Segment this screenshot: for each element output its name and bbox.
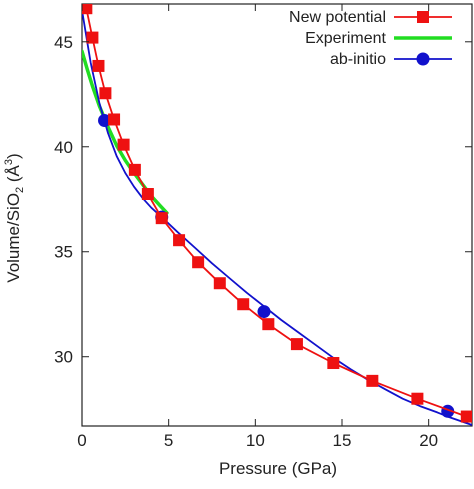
y-axis-label-mid: (Å bbox=[4, 164, 23, 186]
new-potential-point bbox=[128, 163, 141, 176]
y-axis-label-sub: 2 bbox=[14, 187, 26, 193]
x-tick-label: 0 bbox=[77, 431, 86, 450]
x-axis-label: Pressure (GPa) bbox=[219, 459, 337, 478]
new-potential-point bbox=[290, 338, 303, 351]
new-potential-point bbox=[82, 4, 93, 15]
legend-label: New potential bbox=[289, 9, 386, 26]
x-tick-label: 5 bbox=[164, 431, 173, 450]
y-tick-label: 35 bbox=[54, 243, 73, 262]
legend-marker bbox=[417, 11, 429, 23]
new-potential-point bbox=[411, 392, 424, 405]
series-layer bbox=[82, 4, 472, 426]
new-potential-point bbox=[155, 212, 168, 225]
series-ab-initio bbox=[82, 10, 472, 426]
ticks: 0 5 10 15 20 30 35 40 45 bbox=[54, 4, 472, 450]
legend-item-new-potential: New potential bbox=[289, 9, 452, 26]
y-axis-label-suffix: ) bbox=[4, 153, 23, 159]
y-tick-label: 40 bbox=[54, 138, 73, 157]
new-potential-point bbox=[108, 113, 121, 126]
ab-initio-point bbox=[98, 114, 112, 128]
x-tick-label: 15 bbox=[333, 431, 352, 450]
new-potential-point bbox=[192, 256, 205, 269]
new-potential-point bbox=[237, 298, 250, 311]
legend-label: ab-initio bbox=[330, 51, 386, 68]
new-potential-point bbox=[86, 31, 99, 44]
new-potential-line bbox=[85, 8, 468, 418]
legend-marker bbox=[416, 52, 430, 66]
new-potential-point bbox=[460, 410, 472, 423]
y-axis-label: Volume/SiO2 (Å3) bbox=[3, 153, 26, 282]
series-new-potential bbox=[82, 4, 472, 423]
y-tick-label: 45 bbox=[54, 33, 73, 52]
ab-initio-point bbox=[257, 305, 271, 319]
x-tick-label: 20 bbox=[419, 431, 438, 450]
legend-label: Experiment bbox=[305, 30, 386, 47]
new-potential-point bbox=[117, 138, 130, 151]
ab-initio-line bbox=[82, 10, 472, 426]
legend-item-ab-initio: ab-initio bbox=[330, 51, 452, 68]
new-potential-point bbox=[99, 87, 112, 100]
x-tick-label: 10 bbox=[246, 431, 265, 450]
new-potential-point bbox=[262, 318, 275, 331]
y-axis-label-sup: 3 bbox=[3, 159, 15, 165]
legend-item-experiment: Experiment bbox=[305, 30, 452, 47]
y-tick-label: 30 bbox=[54, 348, 73, 367]
legend: New potential Experiment ab-initio bbox=[289, 9, 452, 68]
experiment-line bbox=[82, 49, 169, 215]
new-potential-point bbox=[327, 357, 340, 370]
new-potential-point bbox=[92, 59, 105, 72]
axes bbox=[81, 3, 473, 427]
y-axis-label-prefix: Volume/SiO bbox=[4, 193, 23, 283]
plot-frame bbox=[81, 3, 473, 427]
new-potential-point bbox=[141, 188, 154, 201]
new-potential-point bbox=[173, 234, 186, 247]
series-experiment bbox=[82, 49, 169, 215]
new-potential-point bbox=[213, 277, 226, 290]
new-potential-point bbox=[366, 374, 379, 387]
